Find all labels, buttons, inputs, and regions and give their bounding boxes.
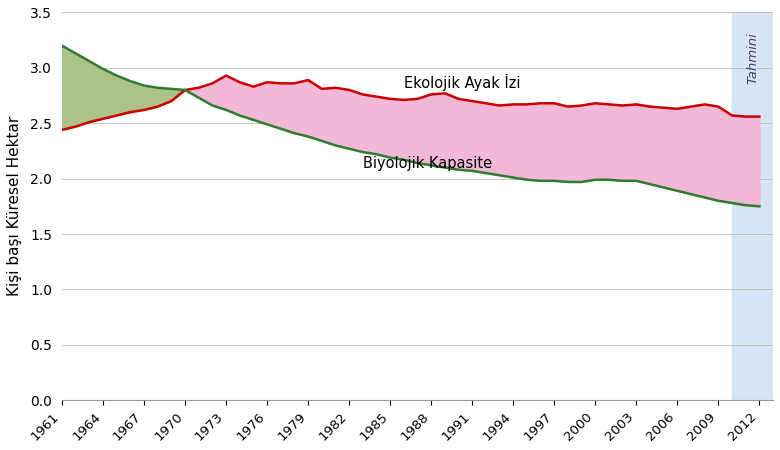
Text: Biyolojik Kapasite: Biyolojik Kapasite xyxy=(363,156,492,171)
Text: Ekolojik Ayak İzi: Ekolojik Ayak İzi xyxy=(404,74,520,91)
Bar xyxy=(732,13,773,400)
Text: Tahmini: Tahmini xyxy=(746,32,759,84)
Y-axis label: Kişi başı Küresel Hektar: Kişi başı Küresel Hektar xyxy=(7,116,22,297)
